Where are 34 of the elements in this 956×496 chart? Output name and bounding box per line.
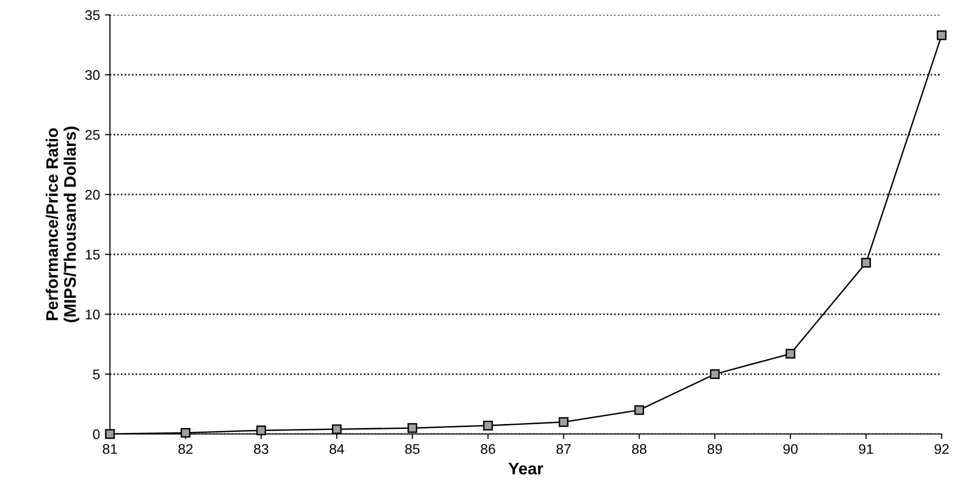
- y-tick-label: 15: [86, 250, 100, 260]
- y-tick-label: 20: [85, 190, 100, 200]
- y-tick-label: 0: [93, 429, 100, 440]
- x-tick-label: 83: [254, 444, 268, 454]
- x-tick-label: 89: [708, 444, 722, 454]
- point: [256, 426, 266, 436]
- y-axis-title: Performance/Price Ratio (MIPS/Thousand Dollars): [46, 126, 80, 322]
- point: [936, 30, 947, 40]
- point: [483, 420, 493, 430]
- x-tick-label: 86: [480, 444, 496, 454]
- x-tick-label: 91: [858, 444, 874, 454]
- point: [558, 417, 568, 427]
- x-tick-label: 85: [405, 444, 420, 454]
- y-tick-label: 25: [85, 130, 100, 140]
- point: [786, 348, 796, 359]
- point: [710, 369, 720, 379]
- x-tick-label: 88: [632, 444, 646, 454]
- point: [180, 428, 190, 438]
- y-tick-label: 10: [86, 310, 100, 320]
- x-tick-label: 87: [556, 444, 571, 454]
- point: [105, 429, 115, 439]
- point: [634, 405, 644, 415]
- x-tick-label: 82: [178, 444, 193, 454]
- y-tick-label: 5: [93, 370, 100, 380]
- y-tick-label: 30: [85, 70, 100, 80]
- point: [408, 423, 418, 433]
- x-tick-label: 81: [102, 444, 117, 454]
- y-tick-label: 35: [85, 10, 100, 20]
- point: [861, 258, 871, 268]
- x-tick-label: 84: [330, 444, 344, 454]
- x-axis-title: Year: [508, 462, 544, 474]
- x-tick-label: 92: [934, 444, 949, 454]
- point: [332, 424, 342, 434]
- x-tick-label: 90: [783, 444, 798, 454]
